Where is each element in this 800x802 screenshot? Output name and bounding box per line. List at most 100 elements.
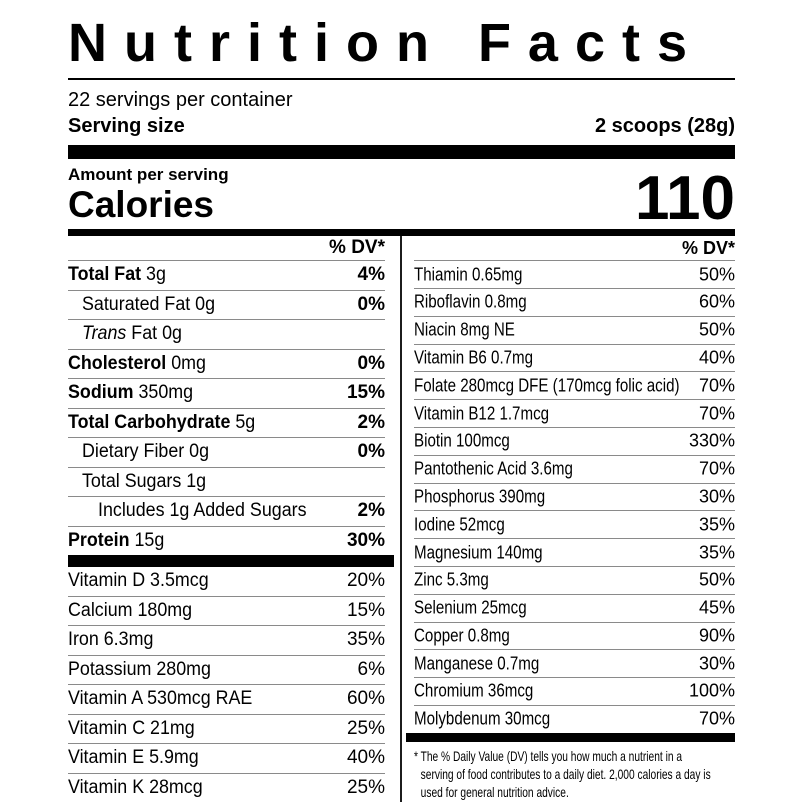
nutrient-row: Riboflavin 0.8mg 60% bbox=[414, 289, 735, 317]
nutrient-row: Magnesium 140mg 35% bbox=[414, 539, 735, 567]
left-nutrient-rows: Total Fat 3g 4% Saturated Fat 0g 0% Trans Fa… bbox=[68, 261, 394, 802]
thick-divider-bar bbox=[68, 145, 735, 159]
nutrient-row: Protein 15g 30% bbox=[68, 527, 385, 556]
percent-dv-value: 45% bbox=[698, 597, 735, 618]
nutrient-name: Chromium 36mcg bbox=[414, 680, 534, 701]
nutrient-name: Trans Fat 0g bbox=[82, 323, 182, 345]
calories-left-stack: Amount per serving Calories bbox=[68, 165, 229, 225]
percent-dv-value: 25% bbox=[346, 717, 385, 739]
nutrient-name: Vitamin E 5.9mg bbox=[68, 747, 199, 769]
nutrient-row: Calcium 180mg 15% bbox=[68, 597, 385, 627]
nutrient-row: Pantothenic Acid 3.6mg 70% bbox=[414, 456, 735, 484]
percent-dv-value: 25% bbox=[346, 776, 385, 798]
nutrient-row: Vitamin E 5.9mg 40% bbox=[68, 744, 385, 774]
section-divider-bar bbox=[68, 555, 394, 568]
percent-dv-value: 4% bbox=[357, 264, 385, 286]
percent-dv-value: 15% bbox=[346, 382, 385, 404]
percent-dv-value: 30% bbox=[346, 529, 385, 551]
nutrient-row: Molybdenum 30mcg 70% bbox=[414, 706, 735, 733]
percent-dv-value: 90% bbox=[698, 625, 735, 646]
percent-dv-value: 0% bbox=[357, 441, 385, 463]
percent-dv-value: 60% bbox=[346, 688, 385, 710]
percent-dv-value: 330% bbox=[688, 430, 735, 451]
nutrition-facts-label: Nutrition Facts 22 servings per containe… bbox=[68, 16, 735, 802]
percent-dv-value: 6% bbox=[357, 658, 385, 680]
servings-per-container: 22 servings per container bbox=[68, 89, 293, 111]
dv-header-left: % DV* bbox=[68, 236, 385, 262]
nutrient-name: Includes 1g Added Sugars bbox=[98, 500, 307, 522]
nutrient-name: Vitamin B12 1.7mcg bbox=[414, 403, 550, 424]
nutrient-row: Biotin 100mcg 330% bbox=[414, 428, 735, 456]
nutrient-row: Selenium 25mcg 45% bbox=[414, 595, 735, 623]
nutrient-name: Vitamin K 28mcg bbox=[68, 776, 203, 798]
percent-dv-value: 60% bbox=[698, 291, 735, 312]
nutrient-row: Dietary Fiber 0g 0% bbox=[68, 438, 385, 468]
nutrient-name: Pantothenic Acid 3.6mg bbox=[414, 458, 573, 479]
percent-dv-value: 0% bbox=[357, 352, 385, 374]
percent-dv-value: 70% bbox=[698, 375, 735, 396]
right-column: % DV* Thiamin 0.65mg 50% Riboflavin 0.8mg 6… bbox=[400, 236, 735, 802]
page-title: Nutrition Facts bbox=[68, 16, 735, 80]
nutrient-row: Chromium 36mcg 100% bbox=[414, 678, 735, 706]
nutrient-name: Vitamin B6 0.7mg bbox=[414, 347, 534, 368]
nutrient-row: Saturated Fat 0g 0% bbox=[68, 291, 385, 321]
nutrient-name: Zinc 5.3mg bbox=[414, 569, 489, 590]
footnote-line: used for general nutrition advice. bbox=[420, 784, 569, 800]
percent-dv-value: 70% bbox=[698, 458, 735, 479]
percent-dv-value: 20% bbox=[346, 570, 385, 592]
nutrient-row: Potassium 280mg 6% bbox=[68, 656, 385, 686]
nutrient-name: Vitamin C 21mg bbox=[68, 717, 195, 739]
nutrient-name: Folate 280mcg DFE (170mcg folic acid) bbox=[414, 375, 680, 396]
nutrient-name: Potassium 280mg bbox=[68, 658, 211, 680]
nutrient-name: Molybdenum 30mcg bbox=[414, 708, 551, 729]
percent-dv-value: 2% bbox=[357, 411, 385, 433]
percent-dv-value: 30% bbox=[698, 653, 735, 674]
nutrient-row: Total Sugars 1g bbox=[68, 468, 385, 498]
amount-per-serving-label: Amount per serving bbox=[68, 165, 229, 184]
nutrient-name: Protein 15g bbox=[68, 529, 165, 551]
nutrient-row: Total Carbohydrate 5g 2% bbox=[68, 409, 385, 439]
nutrient-name: Niacin 8mg NE bbox=[414, 319, 515, 340]
dv-header-right: % DV* bbox=[414, 236, 735, 262]
nutrient-name: Phosphorus 390mg bbox=[414, 486, 546, 507]
nutrient-row: Vitamin K 28mcg 25% bbox=[68, 774, 385, 802]
nutrient-name: Vitamin D 3.5mcg bbox=[68, 570, 209, 592]
nutrient-name: Thiamin 0.65mg bbox=[414, 264, 523, 285]
percent-dv-value: 100% bbox=[688, 680, 735, 701]
nutrient-row: Vitamin D 3.5mcg 20% bbox=[68, 567, 385, 597]
nutrient-row: Sodium 350mg 15% bbox=[68, 379, 385, 409]
nutrient-row: Folate 280mcg DFE (170mcg folic acid) 70% bbox=[414, 372, 735, 401]
calories-section: Amount per serving Calories 110 bbox=[68, 159, 735, 234]
nutrient-name: Iron 6.3mg bbox=[68, 629, 154, 651]
nutrient-row: Vitamin B6 0.7mg 40% bbox=[414, 345, 735, 373]
percent-dv-value: 50% bbox=[698, 569, 735, 590]
nutrient-name: Iodine 52mcg bbox=[414, 514, 505, 535]
percent-dv-value: 35% bbox=[698, 542, 735, 562]
nutrient-row: Iron 6.3mg 35% bbox=[68, 626, 385, 656]
left-column: % DV* Total Fat 3g 4% Saturated Fat 0g 0% Tr… bbox=[68, 236, 400, 802]
nutrient-row: Total Fat 3g 4% bbox=[68, 261, 385, 291]
nutrient-name: Saturated Fat 0g bbox=[82, 293, 216, 315]
nutrient-row: Copper 0.8mg 90% bbox=[414, 623, 735, 651]
nutrient-row: Manganese 0.7mg 30% bbox=[414, 650, 735, 679]
nutrient-name: Vitamin A 530mcg RAE bbox=[68, 688, 253, 710]
nutrient-name: Copper 0.8mg bbox=[414, 625, 510, 646]
nutrient-row: Vitamin A 530mcg RAE 60% bbox=[68, 685, 385, 715]
nutrient-row: Niacin 8mg NE 50% bbox=[414, 317, 735, 345]
percent-dv-value: 70% bbox=[698, 403, 735, 424]
nutrient-name: Total Sugars 1g bbox=[82, 470, 207, 492]
calories-value: 110 bbox=[634, 164, 735, 234]
serving-size-value: 2 scoops (28g) bbox=[594, 115, 735, 137]
calories-label: Calories bbox=[68, 184, 215, 225]
nutrient-name: Biotin 100mcg bbox=[414, 430, 510, 451]
nutrient-row: Includes 1g Added Sugars 2% bbox=[68, 497, 385, 527]
nutrient-name: Cholesterol 0mg bbox=[68, 352, 206, 374]
nutrient-name: Manganese 0.7mg bbox=[414, 653, 540, 674]
nutrient-row: Thiamin 0.65mg 50% bbox=[414, 261, 735, 289]
nutrient-name: Sodium 350mg bbox=[68, 382, 194, 404]
nutrient-name: Magnesium 140mg bbox=[414, 542, 543, 562]
percent-dv-value: 2% bbox=[357, 500, 385, 522]
nutrient-row: Iodine 52mcg 35% bbox=[414, 511, 735, 540]
nutrient-name: Calcium 180mg bbox=[68, 599, 193, 621]
nutrient-name: Selenium 25mcg bbox=[414, 597, 527, 618]
